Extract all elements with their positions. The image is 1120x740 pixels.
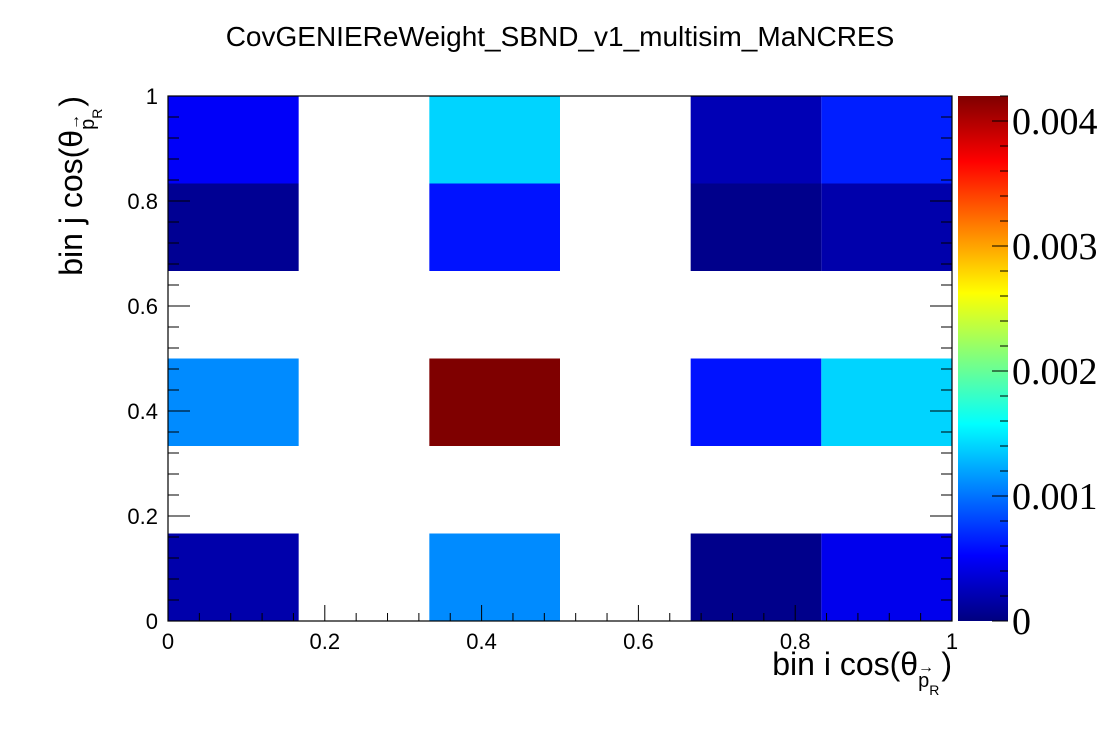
colorbar-tick-label: 0.002 [1012, 351, 1098, 393]
heatmap-cell [429, 358, 560, 446]
heatmap-cell [429, 96, 560, 184]
x-axis-label: bin i cos(θpR) [772, 646, 952, 698]
y-tick-label: 0.6 [127, 294, 158, 319]
heatmap-cell [429, 183, 560, 271]
x-tick-label: 0.8 [780, 629, 811, 654]
x-tick-label: 0.4 [466, 629, 497, 654]
heatmap-cells [168, 96, 952, 621]
heatmap-cell [821, 533, 952, 621]
heatmap-cell [821, 96, 952, 184]
y-axis-label-arrow: → [66, 114, 83, 130]
colorbar-tick-label: 0.004 [1012, 101, 1098, 143]
colorbar-tick-label: 0 [1012, 601, 1031, 643]
y-tick-label: 0.4 [127, 399, 158, 424]
x-tick-label: 0.6 [623, 629, 654, 654]
heatmap-cell [690, 533, 822, 621]
heatmap-cell [690, 96, 822, 184]
y-tick-label: 0.2 [127, 504, 158, 529]
colorbar-tick-label: 0.003 [1012, 226, 1098, 268]
y-axis-label: bin j cos(θpR) [53, 96, 105, 276]
heatmap-cell [821, 183, 952, 271]
heatmap-cell [168, 358, 299, 446]
heatmap-cell [821, 358, 952, 446]
y-tick-label: 0.8 [127, 189, 158, 214]
heatmap-cell [429, 533, 560, 621]
x-axis-label-arrow: → [918, 659, 934, 676]
y-tick-label: 0 [146, 609, 158, 634]
x-tick-label: 0.2 [310, 629, 341, 654]
colorbar-ticks: 0 0.001 0.002 0.003 0.004 [992, 95, 1098, 643]
x-axis-ticks: 0 0.2 0.4 0.6 0.8 1 [162, 605, 958, 654]
heatmap-cell [690, 183, 822, 271]
x-tick-label: 1 [946, 629, 958, 654]
y-axis-label-group: bin j cos(θpR) → [53, 96, 105, 276]
heatmap-cell [168, 183, 299, 271]
y-axis-ticks: 0 0.2 0.4 0.6 0.8 1 [127, 84, 952, 634]
x-tick-label: 0 [162, 629, 174, 654]
heatmap-cell [168, 96, 299, 184]
heatmap-cell [168, 533, 299, 621]
heatmap-cell [690, 358, 822, 446]
chart-title: CovGENIEReWeight_SBND_v1_multisim_MaNCRE… [226, 21, 895, 52]
plot-frame [167, 95, 953, 622]
colorbar-tick-label: 0.001 [1012, 476, 1098, 518]
colorbar [958, 96, 1008, 621]
y-tick-label: 1 [146, 84, 158, 109]
